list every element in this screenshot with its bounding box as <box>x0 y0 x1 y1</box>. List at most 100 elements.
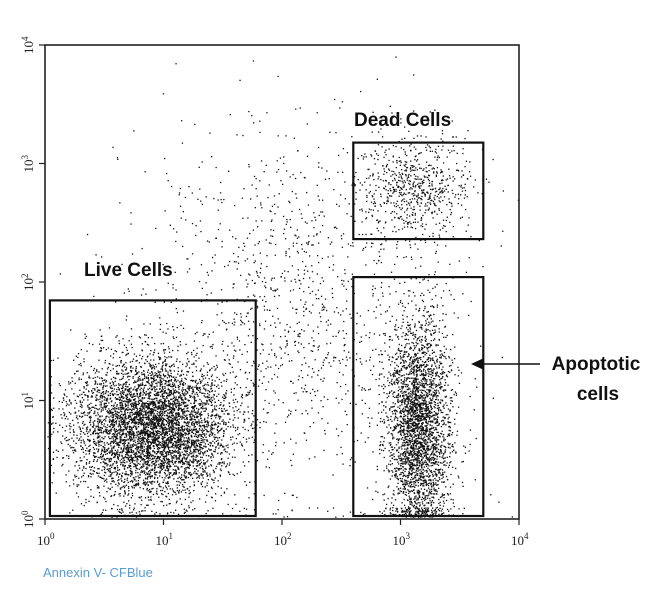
event-dot <box>124 388 126 390</box>
event-dot <box>150 491 152 493</box>
event-dot <box>173 396 176 399</box>
event-dot <box>114 466 117 469</box>
event-dot <box>131 495 134 497</box>
event-dot <box>168 485 170 487</box>
event-dot <box>214 380 216 382</box>
event-dot <box>180 410 183 412</box>
event-dot <box>121 450 123 452</box>
event-dot <box>191 371 194 374</box>
event-dot <box>203 374 205 377</box>
event-dot <box>148 392 150 394</box>
event-dot <box>148 475 150 477</box>
event-dot <box>234 382 236 384</box>
event-dot <box>114 454 117 456</box>
event-dot <box>241 397 244 399</box>
event-dot <box>153 387 155 389</box>
event-dot <box>91 390 93 392</box>
event-dot <box>146 440 148 443</box>
event-dot <box>177 441 179 444</box>
event-dot <box>169 366 171 368</box>
event-dot <box>191 436 193 438</box>
event-dot <box>152 421 154 423</box>
event-dot <box>169 406 171 408</box>
event-dot <box>218 430 221 432</box>
event-dot <box>215 415 218 417</box>
event-dot <box>74 449 76 451</box>
event-dot <box>83 480 85 483</box>
event-dot <box>129 429 131 431</box>
event-dot <box>226 378 228 381</box>
event-dot <box>184 450 186 452</box>
event-dot <box>133 408 135 410</box>
event-dot <box>64 394 66 396</box>
event-dot <box>131 360 134 362</box>
event-dot <box>206 475 208 477</box>
event-dot <box>144 434 146 436</box>
event-dot <box>141 405 143 407</box>
event-dot <box>159 383 161 385</box>
event-dot <box>104 450 106 452</box>
event-dot <box>117 453 119 456</box>
event-dot <box>114 397 116 399</box>
event-dot <box>156 445 158 448</box>
event-dot <box>205 426 207 428</box>
event-dot <box>58 408 60 410</box>
event-dot <box>215 447 217 449</box>
event-dot <box>200 417 202 420</box>
event-dot <box>111 516 113 518</box>
event-dot <box>123 421 125 423</box>
event-dot <box>160 343 162 345</box>
event-dot <box>169 404 171 407</box>
event-dot <box>190 434 193 437</box>
event-dot <box>105 381 107 383</box>
event-dot <box>184 448 187 450</box>
event-dot <box>113 456 115 458</box>
event-dot <box>86 447 88 449</box>
event-dot <box>108 436 110 438</box>
event-dot <box>141 418 144 421</box>
event-dot <box>123 461 125 464</box>
event-dot <box>233 474 236 477</box>
event-dot <box>130 399 132 401</box>
event-dot <box>57 450 59 452</box>
event-dot <box>173 337 175 340</box>
event-dot <box>153 438 156 440</box>
event-dot <box>147 380 149 383</box>
event-dot <box>132 367 134 369</box>
event-dot <box>166 439 168 441</box>
event-dot <box>98 391 100 394</box>
event-dot <box>146 431 148 433</box>
event-dot <box>134 419 136 421</box>
event-dot <box>186 450 188 452</box>
event-dot <box>178 396 180 398</box>
event-dot <box>159 417 161 419</box>
event-dot <box>84 480 87 483</box>
event-dot <box>121 508 123 510</box>
event-dot <box>154 405 157 407</box>
event-dot <box>110 428 112 431</box>
event-dot <box>113 425 115 427</box>
event-dot <box>225 396 227 398</box>
event-dot <box>80 378 82 380</box>
event-dot <box>199 382 202 384</box>
event-dot <box>141 471 143 473</box>
event-dot <box>191 363 193 365</box>
event-dot <box>186 371 188 373</box>
event-dot <box>214 477 216 479</box>
event-dot <box>131 461 133 464</box>
event-dot <box>131 452 133 454</box>
event-dot <box>65 405 68 407</box>
event-dot <box>127 445 129 447</box>
event-dot <box>155 366 157 368</box>
event-dot <box>159 465 161 467</box>
event-dot <box>158 381 160 383</box>
event-dot <box>134 416 136 419</box>
event-dot <box>153 404 155 406</box>
event-dot <box>184 462 186 464</box>
event-dot <box>156 375 158 378</box>
event-dot <box>145 452 147 454</box>
event-dot <box>221 439 223 441</box>
event-dot <box>139 417 141 419</box>
event-dot <box>190 445 192 447</box>
event-dot <box>171 442 173 444</box>
